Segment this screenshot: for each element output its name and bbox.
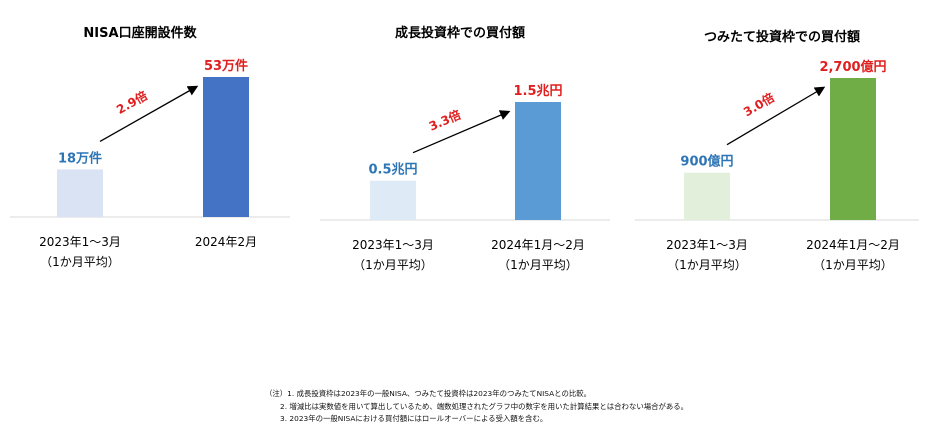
chart-title: つみたて投資枠での買付額 xyxy=(703,30,860,45)
category-label-line: 2024年1月～2月 xyxy=(491,238,585,252)
category-label-line: （1か月平均） xyxy=(813,258,893,272)
chart-svg: 18万件 53万件 2.9倍 xyxy=(10,58,290,218)
category-label: 2023年1～3月 （1か月平均） xyxy=(333,235,453,275)
chart-panel-growth-investment: 成長投資枠での買付額 0.5兆円 1.5兆円 3.3倍 2023年1～3月 （1か月平… xyxy=(310,0,610,300)
chart-svg: 0.5兆円 1.5兆円 3.3倍 xyxy=(320,83,610,221)
data-label: 0.5兆円 xyxy=(368,162,417,178)
data-label: 900億円 xyxy=(680,154,733,170)
category-label: 2024年1月～2月 （1か月平均） xyxy=(478,235,598,275)
category-label-line: 2023年1～3月 xyxy=(352,238,434,252)
footnote-text: 増減比は実数値を用いて算出しているため、端数処理されたグラフ中の数字を用いた計算… xyxy=(289,402,689,411)
chart-title: NISA口座開設件数 xyxy=(83,26,197,41)
growth-arrow xyxy=(412,110,511,154)
footnote-prefix: （注）1. xyxy=(265,389,295,398)
category-label-line: 2024年1月～2月 xyxy=(806,238,900,252)
footnote-1: （注）1. 成長投資枠は2023年の一般NISA、つみたて投資枠は2023年のつ… xyxy=(265,388,591,399)
data-label: 18万件 xyxy=(58,150,102,166)
category-label-line: 2023年1～3月 xyxy=(39,235,121,249)
ratio-label: 2.9倍 xyxy=(114,88,150,117)
ratio-label: 3.0倍 xyxy=(741,90,777,120)
category-label-line: （1か月平均） xyxy=(353,258,433,272)
bar xyxy=(370,180,416,220)
data-label: 1.5兆円 xyxy=(513,83,562,99)
footnote-prefix: 3. xyxy=(280,414,288,423)
ratio-label: 3.3倍 xyxy=(426,107,462,134)
chart-panel-nisa-accounts: NISA口座開設件数 18万件 53万件 2.9倍 2023年1～3月 （1か月平均）… xyxy=(0,0,300,300)
footnote-3: 3. 2023年の一般NISAにおける買付額にはロールオーバーによる受入額を含む… xyxy=(280,413,547,424)
category-label: 2024年2月 xyxy=(166,232,286,252)
category-label-line: 2024年2月 xyxy=(194,235,258,249)
bar xyxy=(57,169,103,217)
category-label-line: （1か月平均） xyxy=(667,258,747,272)
category-label: 2023年1～3月 （1か月平均） xyxy=(647,235,767,275)
category-label-line: 2023年1～3月 xyxy=(666,238,748,252)
category-label: 2023年1～3月 （1か月平均） xyxy=(20,232,140,272)
data-label: 53万件 xyxy=(204,58,248,74)
bar xyxy=(515,102,561,220)
chart-panel-tsumitate-investment: つみたて投資枠での買付額 900億円 2,700億円 3.0倍 2023年1～3月 （… xyxy=(625,0,929,300)
footnote-2: 2. 増減比は実数値を用いて算出しているため、端数処理されたグラフ中の数字を用い… xyxy=(280,401,688,412)
growth-arrow xyxy=(726,86,826,146)
category-label-line: （1か月平均） xyxy=(498,258,578,272)
data-label: 2,700億円 xyxy=(819,59,886,75)
chart-svg: 900億円 2,700億円 3.0倍 xyxy=(635,59,919,221)
footnote-text: 2023年の一般NISAにおける買付額にはロールオーバーによる受入額を含む。 xyxy=(289,414,548,423)
bar xyxy=(684,172,730,220)
category-label: 2024年1月～2月 （1か月平均） xyxy=(793,235,913,275)
footnote-text: 成長投資枠は2023年の一般NISA、つみたて投資枠は2023年のつみたてNIS… xyxy=(296,389,592,398)
growth-arrow xyxy=(99,85,199,143)
footnote-prefix: 2. xyxy=(280,402,288,411)
chart-title: 成長投資枠での買付額 xyxy=(394,26,525,41)
category-label-line: （1か月平均） xyxy=(40,255,120,269)
bar xyxy=(203,77,249,217)
bar xyxy=(830,78,876,220)
